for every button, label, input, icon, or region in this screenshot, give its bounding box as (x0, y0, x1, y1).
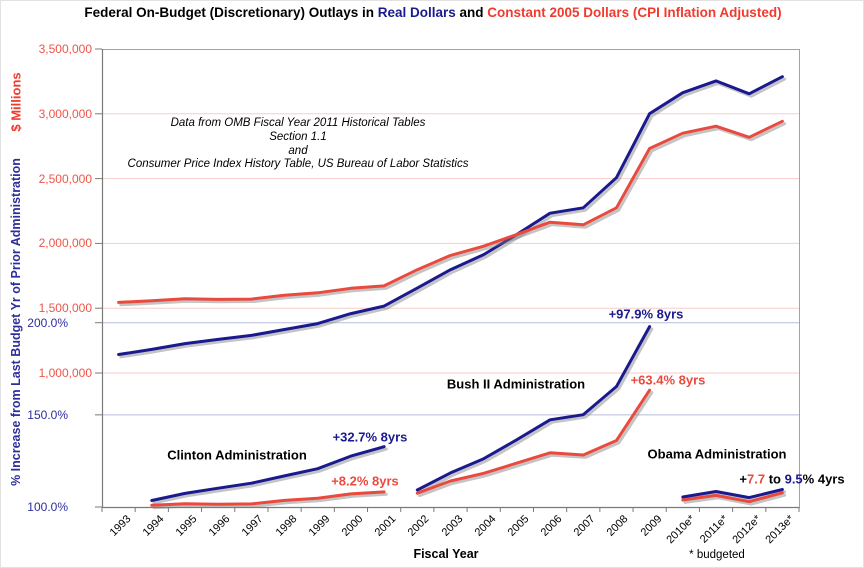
source-annotation-line: Consumer Price Index History Table, US B… (127, 158, 469, 171)
series-shadow (152, 492, 388, 510)
series-line-percent-red (415, 388, 652, 495)
obama-pct-label: +7.7 to 9.5% 4yrs (739, 472, 844, 487)
source-annotation-line: Section 1.1 (269, 130, 327, 143)
clinton-real-pct-label: +32.7% 8yrs (333, 430, 408, 445)
y-tick-label-dollars: 1,500,000 (38, 301, 92, 316)
series-line-percent-red (681, 491, 784, 504)
bush-real-pct-label: +97.9% 8yrs (609, 307, 684, 322)
obama-pct-label-part: 7.7 (747, 471, 766, 487)
series-shadow (119, 122, 787, 307)
bush-constant-pct-label: +63.4% 8yrs (631, 373, 706, 388)
y-tick-label-dollars: 3,500,000 (38, 42, 92, 56)
clinton-administration-label-part: Clinton Administration (167, 447, 307, 463)
obama-administration-label: Obama Administration (648, 447, 787, 462)
chart-title: Federal On-Budget (Discretionary) Outlay… (1, 5, 863, 20)
clinton-administration-label: Clinton Administration (167, 448, 307, 463)
y-tick-label-dollars: 2,000,000 (38, 236, 92, 251)
series-line-percent-blue (150, 445, 386, 502)
y-tick-label-dollars: 2,500,000 (38, 171, 92, 186)
obama-pct-label-part: to (765, 471, 785, 487)
y-tick-label-percent: 200.0% (27, 315, 68, 330)
chart-title-constant-dollars: Constant 2005 Dollars (CPI Inflation Adj… (487, 5, 782, 20)
source-annotation-line: Data from OMB Fiscal Year 2011 Historica… (170, 117, 426, 129)
series-line-dollars-blue (117, 75, 784, 356)
series-shadow (683, 493, 787, 506)
y-tick-label-percent: 150.0% (27, 407, 68, 422)
source-annotation-line: and (288, 144, 308, 157)
series-line-dollars-red (117, 119, 784, 304)
chart-title-black-1: Federal On-Budget (Discretionary) Outlay… (84, 5, 378, 20)
bush-constant-pct-label-part: +63.4% 8yrs (630, 372, 706, 388)
budgeted-footnote: * budgeted (689, 549, 745, 561)
series-shadow (119, 77, 787, 359)
y-tick-label-dollars: 3,000,000 (38, 106, 92, 121)
source-annotation: Data from OMB Fiscal Year 2011 Historica… (112, 117, 484, 172)
bush-administration-label-part: Bush II Administration (446, 376, 586, 392)
series-line-percent-blue (681, 488, 784, 500)
y-tick-label-dollars: 1,000,000 (38, 366, 92, 380)
clinton-real-pct-label-part: +32.7% 8yrs (332, 429, 408, 445)
obama-pct-label-part: % 4yrs (802, 471, 845, 487)
series-line-percent-blue (415, 325, 652, 492)
bush-real-pct-label-part: +97.9% 8yrs (608, 306, 684, 322)
chart-title-black-2: and (455, 5, 488, 20)
series-line-percent-red (150, 490, 386, 507)
series-shadow (418, 391, 654, 498)
clinton-constant-pct-label-part: +8.2% 8yrs (331, 473, 399, 489)
bush-administration-label: Bush II Administration (447, 377, 585, 392)
obama-pct-label-part: 9.5 (784, 471, 803, 487)
y-tick-label-percent: 100.0% (27, 500, 68, 514)
clinton-constant-pct-label: +8.2% 8yrs (331, 474, 399, 489)
obama-administration-label-part: Obama Administration (647, 446, 787, 462)
obama-pct-label-part: + (739, 471, 748, 487)
series-shadow (418, 327, 654, 494)
chart-title-real-dollars: Real Dollars (377, 5, 456, 20)
x-axis-title: Fiscal Year (413, 547, 479, 561)
series-shadow (152, 447, 388, 505)
